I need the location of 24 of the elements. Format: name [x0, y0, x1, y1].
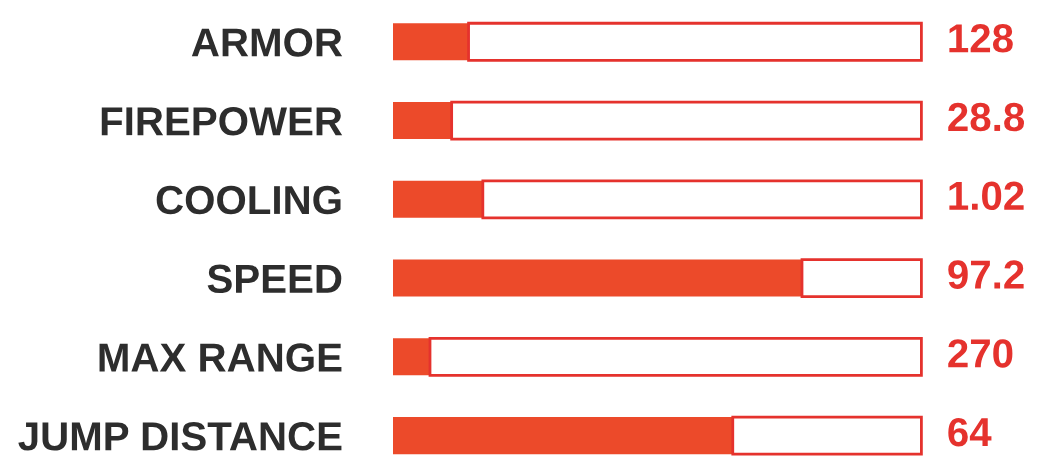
bar: [393, 180, 483, 218]
bar: [393, 23, 469, 61]
text: 28.8: [948, 102, 1025, 132]
bar: [393, 259, 802, 297]
bar: [467, 21, 923, 62]
text: 128: [949, 24, 1013, 53]
text: 97.2: [948, 260, 1024, 289]
bar: [450, 100, 923, 141]
y-tick-label: FIREPOWER: [101, 107, 343, 136]
y-tick-label: MAX RANGE: [99, 343, 342, 372]
bar: [800, 258, 923, 298]
y-tick-label: SPEED: [207, 264, 342, 294]
bar: [393, 338, 430, 376]
y-tick-label: JUMP DISTANCE: [18, 422, 342, 451]
bar: [481, 179, 923, 220]
text: 270: [948, 339, 1013, 368]
text: 64: [948, 417, 992, 447]
y-tick-label: COOLING: [156, 185, 341, 215]
bar: [393, 102, 452, 140]
bar: [393, 417, 733, 455]
bar: [428, 336, 923, 377]
y-tick-label: ARMOR: [191, 28, 343, 57]
text: 1.02: [949, 181, 1024, 211]
bar: [731, 415, 923, 456]
